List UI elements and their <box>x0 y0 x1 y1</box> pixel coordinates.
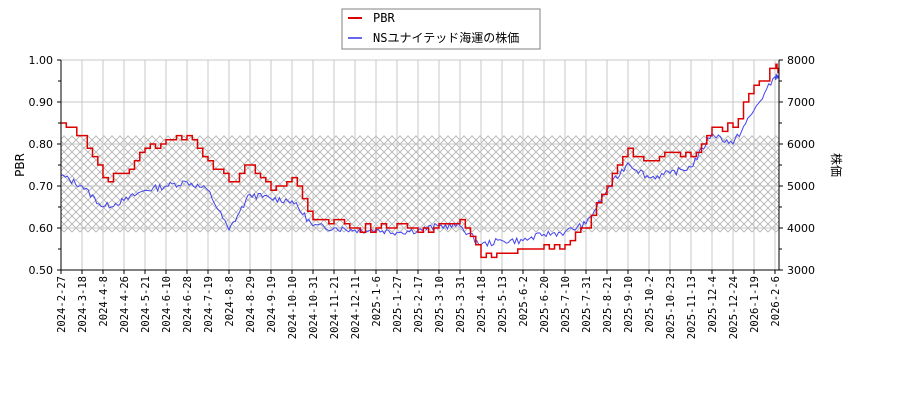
x-tick-label: 2025-1-27 <box>392 276 404 333</box>
x-tick-label: 2024-2-27 <box>56 276 68 333</box>
x-axis-ticks: 2024-2-27 2024-3-18 2024-4-8 2024-4-26 2024-… <box>56 270 782 339</box>
left-tick-label: 0.80 <box>29 138 54 151</box>
right-tick-label: 5000 <box>787 180 815 193</box>
legend: PBR NSユナイテッド海運の株価 <box>341 8 541 50</box>
x-tick-label: 2024-10-10 <box>287 276 299 339</box>
x-tick-label: 2024-12-11 <box>350 276 362 339</box>
x-tick-label: 2026-2-6 <box>770 276 782 327</box>
left-tick-label: 0.50 <box>29 264 54 277</box>
x-tick-label: 2024-9-19 <box>266 276 278 333</box>
x-tick-label: 2024-11-21 <box>329 276 341 339</box>
x-tick-label: 2025-10-2 <box>644 276 656 333</box>
left-axis-title: PBR <box>13 153 27 177</box>
left-tick-label: 0.70 <box>29 180 54 193</box>
right-axis-ticks: 8000 7000 6000 5000 4000 3000 <box>779 54 815 277</box>
right-tick-label: 6000 <box>787 138 815 151</box>
left-tick-label: 1.00 <box>29 54 54 67</box>
right-tick-label: 3000 <box>787 264 815 277</box>
x-tick-label: 2024-4-26 <box>119 276 131 333</box>
legend-pbr-label: PBR <box>373 11 395 25</box>
x-tick-label: 2024-5-21 <box>140 276 152 333</box>
legend-price-label: NSユナイテッド海運の株価 <box>373 30 519 45</box>
pbr-line <box>61 63 779 259</box>
x-tick-label: 2025-11-13 <box>686 276 698 339</box>
x-tick-label: 2024-6-10 <box>161 276 173 333</box>
x-tick-label: 2024-7-19 <box>203 276 215 333</box>
x-tick-label: 2025-3-31 <box>455 276 467 333</box>
x-tick-label: 2024-4-8 <box>98 276 110 327</box>
x-tick-label: 2025-9-10 <box>623 276 635 333</box>
x-tick-label: 2024-3-18 <box>77 276 89 333</box>
x-tick-label: 2024-10-31 <box>308 276 320 339</box>
x-tick-label: 2025-12-4 <box>707 276 719 333</box>
x-tick-label: 2025-4-18 <box>476 276 488 333</box>
x-tick-label: 2024-6-28 <box>182 276 194 333</box>
x-tick-label: 2025-10-23 <box>665 276 677 339</box>
shaded-band <box>61 135 779 233</box>
x-tick-label: 2025-5-13 <box>497 276 509 333</box>
gridlines <box>61 59 779 270</box>
x-tick-label: 2024-8-29 <box>245 276 257 333</box>
right-tick-label: 4000 <box>787 222 815 235</box>
x-tick-label: 2025-12-24 <box>728 276 740 339</box>
x-tick-label: 2025-8-21 <box>602 276 614 333</box>
x-tick-label: 2025-2-17 <box>413 276 425 333</box>
right-tick-label: 7000 <box>787 96 815 109</box>
x-tick-label: 2025-7-10 <box>560 276 572 333</box>
x-tick-label: 2025-7-31 <box>581 276 593 333</box>
left-axis-ticks: 1.00 0.90 0.80 0.70 0.60 0.50 <box>29 54 61 277</box>
x-tick-label: 2024-8-8 <box>224 276 236 327</box>
right-axis-title: 株価 <box>829 153 844 177</box>
x-tick-label: 2025-6-20 <box>539 276 551 333</box>
right-tick-label: 8000 <box>787 54 815 67</box>
left-tick-label: 0.60 <box>29 222 54 235</box>
x-tick-label: 2026-1-19 <box>749 276 761 333</box>
x-tick-label: 2025-1-6 <box>371 276 383 327</box>
x-tick-label: 2025-6-2 <box>518 276 530 327</box>
left-tick-label: 0.90 <box>29 96 54 109</box>
x-tick-label: 2025-3-10 <box>434 276 446 333</box>
